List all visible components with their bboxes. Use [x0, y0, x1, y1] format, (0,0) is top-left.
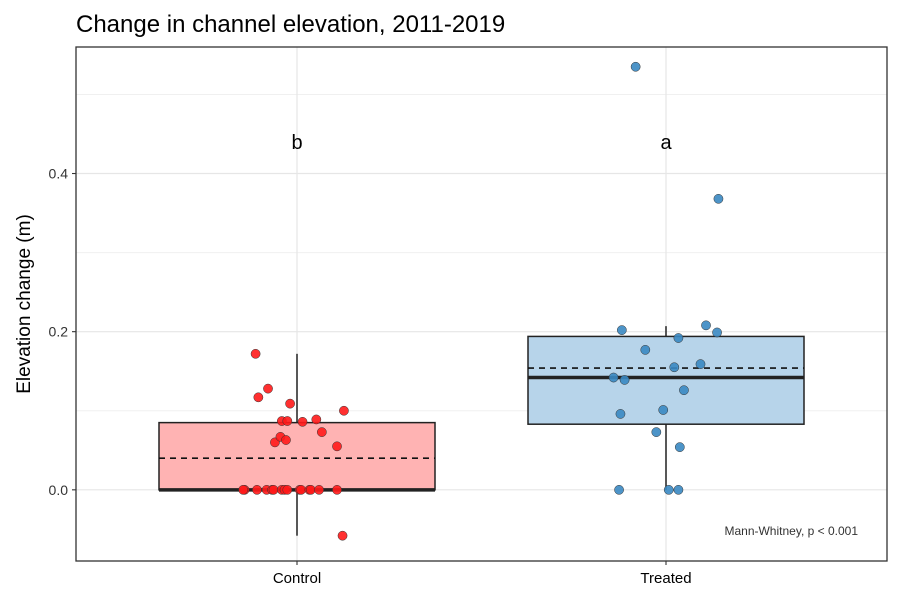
data-point	[679, 385, 689, 396]
data-point	[263, 383, 273, 394]
box	[158, 421, 436, 491]
data-point	[614, 484, 624, 495]
significance-letter-treated: a	[660, 132, 672, 154]
y-axis: 0.0 0.2 0.4	[49, 166, 76, 498]
data-point	[296, 484, 306, 495]
data-point	[615, 409, 626, 419]
data-point	[339, 405, 349, 416]
data-point	[616, 325, 627, 335]
data-point	[332, 484, 342, 495]
data-point	[337, 530, 348, 541]
data-point	[285, 398, 295, 409]
data-point	[305, 484, 316, 495]
data-point	[673, 333, 684, 343]
data-point	[630, 61, 641, 72]
data-point	[674, 442, 685, 452]
x-axis: Control Treated	[273, 561, 692, 587]
stat-annotation: Mann-Whitney, p < 0.001	[724, 524, 858, 538]
data-point	[238, 484, 249, 495]
x-tick-label: Treated	[640, 570, 691, 587]
data-point	[250, 348, 261, 359]
data-point	[651, 427, 662, 437]
data-point	[701, 320, 711, 331]
data-point	[316, 427, 327, 437]
significance-letter-control: b	[291, 132, 302, 154]
data-point	[253, 392, 264, 403]
data-point	[640, 345, 651, 355]
y-axis-label: Elevation change (m)	[14, 214, 35, 394]
data-point	[311, 414, 322, 425]
data-point	[669, 362, 680, 373]
points-control	[238, 348, 349, 541]
points-treated	[608, 61, 724, 495]
y-tick-label: 0.4	[49, 166, 69, 182]
plot-border	[75, 46, 888, 562]
plot-area: b a 0.0 0.2 0.4 Control Treated Mann-Whitney, p…	[49, 46, 888, 587]
chart-title: Change in channel elevation, 2011-2019	[76, 11, 505, 38]
data-point	[314, 484, 324, 495]
data-point	[282, 484, 293, 495]
data-point	[297, 416, 308, 427]
data-point	[281, 435, 291, 445]
data-point	[658, 405, 669, 415]
y-tick-label: 0.2	[49, 324, 69, 340]
data-point	[252, 484, 262, 495]
data-point	[712, 327, 722, 338]
data-point	[619, 375, 630, 385]
data-point	[282, 416, 293, 426]
data-point	[695, 359, 706, 369]
data-point	[663, 484, 674, 495]
y-tick-label: 0.0	[49, 482, 69, 498]
x-tick-label: Control	[273, 570, 321, 587]
data-point	[268, 484, 279, 495]
box-group-control	[158, 353, 436, 536]
data-point	[332, 441, 342, 452]
data-point	[673, 484, 684, 495]
data-point	[608, 372, 619, 383]
data-point	[713, 193, 724, 204]
